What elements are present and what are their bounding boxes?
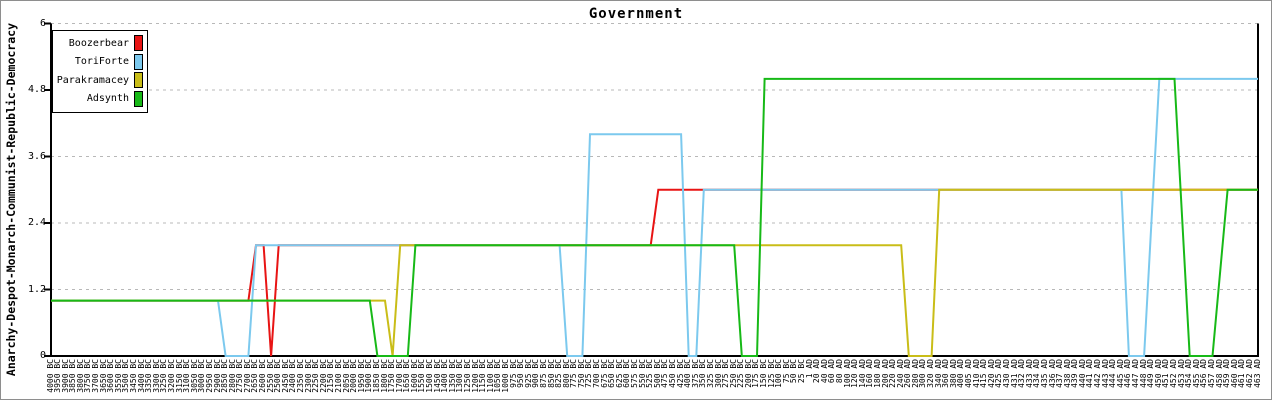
legend-label: ToriForte (74, 56, 129, 68)
legend-swatch (134, 35, 143, 52)
x-tick-label: 463 AD (1252, 359, 1262, 388)
y-tick-label: 0 (39, 350, 46, 361)
y-axis-label: Anarchy-Despot-Monarch-Communist-Republi… (4, 23, 18, 377)
y-tick-label: 3.6 (27, 150, 46, 162)
legend: Boozerbear ToriForte Parakramacey Adsynth (52, 30, 148, 113)
legend-label: Boozerbear (68, 37, 129, 49)
y-tick-label: 6 (39, 17, 46, 29)
legend-label: Adsynth (86, 93, 129, 105)
series-line-boozerbear (51, 188, 1258, 357)
legend-row: Adsynth (57, 90, 143, 109)
y-tick-label: 1.2 (27, 283, 46, 295)
legend-row: ToriForte (57, 53, 143, 72)
legend-label: Parakramacey (56, 74, 129, 86)
y-tick-label: 2.4 (27, 217, 46, 228)
chart-title: Government (588, 6, 684, 22)
legend-swatch (134, 72, 143, 89)
legend-row: Boozerbear (57, 34, 143, 53)
y-axis-label-wrap: Anarchy-Despot-Monarch-Communist-Republi… (4, 1, 18, 399)
series-line-toriforte (51, 77, 1258, 357)
legend-swatch (134, 90, 143, 107)
series-line-adsynth (51, 77, 1258, 357)
series-line-parakramacey (51, 188, 1258, 357)
legend-swatch (134, 53, 143, 70)
legend-row: Parakramacey (57, 71, 143, 90)
y-tick-label: 4.8 (27, 84, 46, 95)
